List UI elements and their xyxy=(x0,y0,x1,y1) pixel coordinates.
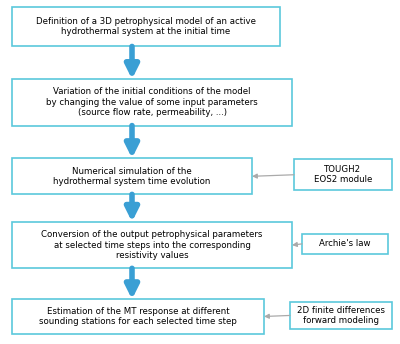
Text: TOUGH2
EOS2 module: TOUGH2 EOS2 module xyxy=(314,165,372,184)
Text: Definition of a 3D petrophysical model of an active
hydrothermal system at the i: Definition of a 3D petrophysical model o… xyxy=(36,17,256,36)
FancyBboxPatch shape xyxy=(12,299,264,334)
Text: Variation of the initial conditions of the model
by changing the value of some i: Variation of the initial conditions of t… xyxy=(46,87,258,117)
FancyBboxPatch shape xyxy=(12,158,252,194)
FancyBboxPatch shape xyxy=(12,222,292,268)
Text: Numerical simulation of the
hydrothermal system time evolution: Numerical simulation of the hydrothermal… xyxy=(53,166,211,186)
Text: Archie's law: Archie's law xyxy=(319,239,371,248)
Text: Estimation of the MT response at different
sounding stations for each selected t: Estimation of the MT response at differe… xyxy=(39,307,237,326)
FancyBboxPatch shape xyxy=(294,159,392,190)
FancyBboxPatch shape xyxy=(12,7,280,46)
FancyBboxPatch shape xyxy=(302,234,388,254)
Text: Conversion of the output petrophysical parameters
at selected time steps into th: Conversion of the output petrophysical p… xyxy=(41,230,263,260)
Text: 2D finite differences
forward modeling: 2D finite differences forward modeling xyxy=(297,306,385,325)
FancyBboxPatch shape xyxy=(290,302,392,329)
FancyBboxPatch shape xyxy=(12,79,292,126)
